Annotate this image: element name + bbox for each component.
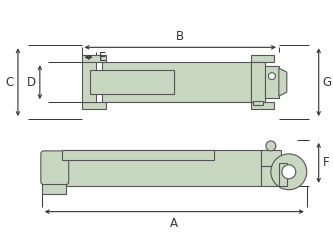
Bar [102, 62, 251, 102]
Bar [261, 166, 279, 186]
Bar [90, 70, 174, 94]
Bar [62, 150, 261, 186]
Text: F: F [323, 156, 329, 169]
Bar [251, 62, 265, 102]
Circle shape [268, 73, 275, 80]
Bar [62, 150, 214, 160]
Bar [251, 55, 274, 62]
Bar [261, 150, 281, 166]
Text: A: A [170, 216, 178, 230]
Text: B: B [176, 30, 184, 43]
Bar [82, 62, 96, 102]
Text: E: E [99, 51, 106, 64]
Bar [82, 55, 106, 62]
Bar [253, 101, 263, 105]
Bar [82, 102, 106, 109]
Bar [265, 66, 279, 98]
Bar [279, 163, 287, 186]
Circle shape [271, 154, 307, 190]
Bar [42, 184, 66, 194]
Polygon shape [279, 68, 287, 96]
Circle shape [282, 165, 296, 179]
FancyBboxPatch shape [41, 151, 69, 185]
Text: G: G [323, 76, 332, 89]
Bar [251, 102, 274, 109]
Text: C: C [6, 76, 14, 89]
Text: D: D [27, 76, 36, 89]
Circle shape [266, 141, 276, 151]
